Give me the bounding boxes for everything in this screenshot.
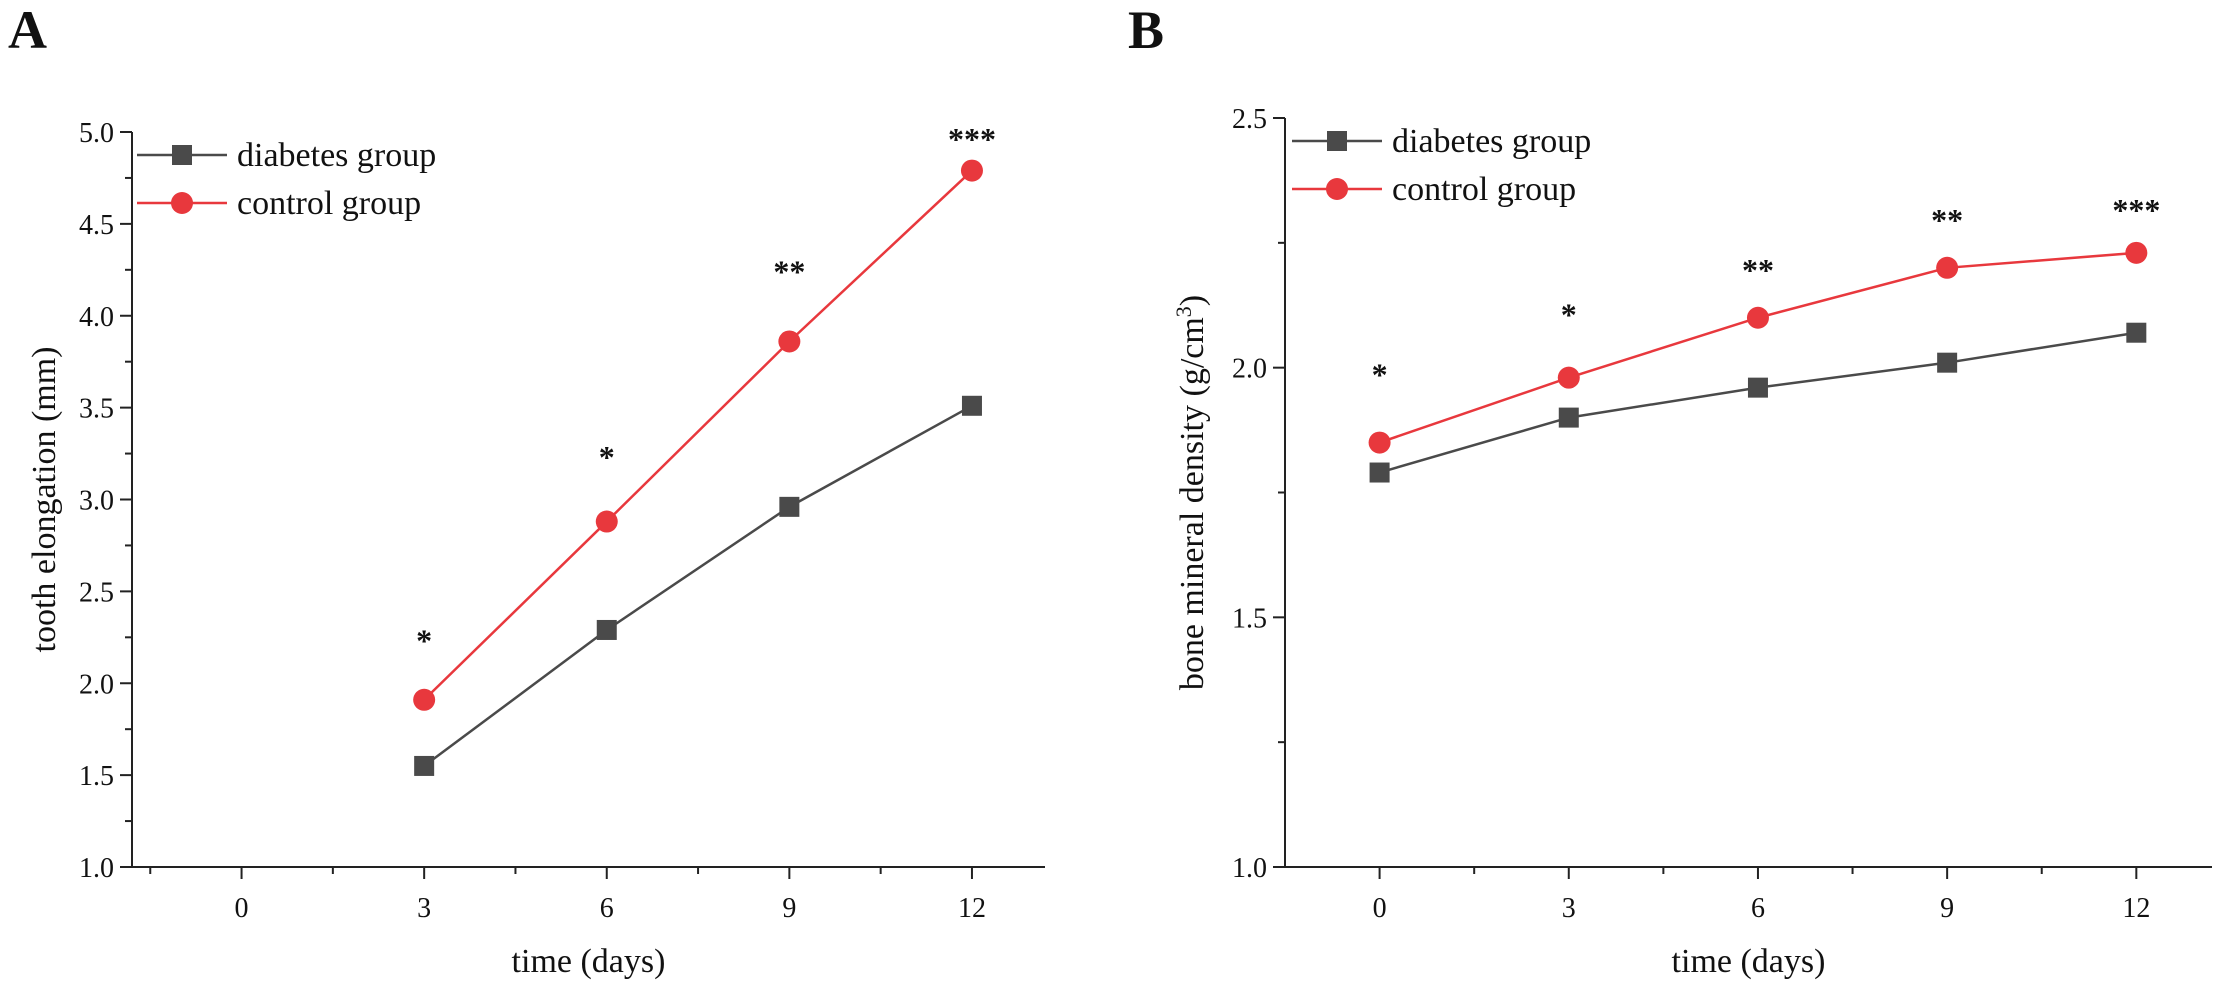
x-tick-label: 0	[235, 893, 249, 924]
data-point-control	[413, 688, 436, 711]
x-tick-label: 9	[782, 893, 796, 924]
x-tick-label: 12	[958, 893, 986, 924]
x-tick-label: 3	[1562, 893, 1576, 924]
legend-label: control group	[1392, 171, 1576, 208]
data-point-control	[1746, 306, 1769, 329]
legend-marker-square	[172, 145, 192, 165]
significance-label: *	[599, 439, 615, 475]
significance-label: ***	[2112, 192, 2160, 228]
panel-letter: A	[8, 0, 47, 60]
y-tick-label: 3.5	[79, 394, 114, 425]
legend-label: diabetes group	[1392, 123, 1591, 160]
y-tick-label: 1.5	[1232, 603, 1267, 634]
legend-marker-circle	[171, 192, 193, 214]
significance-label: **	[1742, 252, 1774, 288]
y-tick-label: 2.5	[79, 577, 114, 608]
y-tick-label: 1.0	[1232, 853, 1267, 884]
x-tick-label: 9	[1940, 893, 1954, 924]
x-tick-label: 0	[1373, 893, 1387, 924]
data-point-diabetes	[1369, 462, 1390, 483]
data-point-control	[2125, 241, 2148, 264]
y-tick-label: 2.5	[1232, 104, 1267, 135]
y-tick-label: 2.0	[79, 669, 114, 700]
x-tick-label: 12	[2122, 893, 2150, 924]
data-point-diabetes	[2126, 322, 2147, 343]
x-tick-label: 6	[600, 893, 614, 924]
legend-marker-square	[1327, 131, 1347, 151]
data-point-diabetes	[961, 395, 982, 416]
x-axis-title: time (days)	[1672, 943, 1826, 980]
data-point-control	[960, 159, 983, 182]
data-point-diabetes	[1747, 377, 1768, 398]
data-point-control	[1557, 366, 1580, 389]
legend-label: control group	[237, 185, 421, 222]
panel-a-chart: A 1.0 1.5 2.0 2.5 3.0 3.5 4.0 4.5 5.0 0 3 6 9 12 time (…	[8, 0, 1045, 980]
significance-label: *	[1561, 297, 1577, 333]
significance-label: **	[1931, 202, 1963, 238]
data-point-diabetes	[414, 755, 435, 776]
data-point-control	[1936, 256, 1959, 279]
data-point-diabetes	[1558, 407, 1579, 428]
data-point-control	[778, 330, 801, 353]
y-tick-label: 5.0	[79, 118, 114, 149]
x-tick-label: 6	[1751, 893, 1765, 924]
legend-marker-circle	[1326, 178, 1348, 200]
data-point-diabetes	[596, 619, 617, 640]
y-tick-label: 4.0	[79, 302, 114, 333]
panel-letter: B	[1128, 0, 1164, 60]
x-tick-label: 3	[417, 893, 431, 924]
y-axis-title: tooth elongation (mm)	[26, 347, 63, 653]
y-axis-title: bone mineral density (g/cm3)	[1171, 295, 1211, 690]
significance-label: *	[1372, 357, 1388, 393]
series-line-diabetes	[423, 404, 973, 767]
y-tick-label: 4.5	[79, 210, 114, 241]
data-point-diabetes	[779, 496, 800, 517]
significance-label: *	[416, 623, 432, 659]
data-point-diabetes	[1937, 352, 1958, 373]
y-tick-label: 3.0	[79, 486, 114, 517]
legend-label: diabetes group	[237, 137, 436, 174]
panel-b-chart: B 1.0 1.5 2.0 2.5 0 3 6 9 12 time (days) bone miner…	[1128, 0, 2212, 980]
y-tick-label: 2.0	[1232, 354, 1267, 385]
significance-label: **	[773, 253, 805, 289]
data-point-control	[1368, 431, 1391, 454]
significance-label: ***	[948, 121, 996, 157]
x-axis-title: time (days)	[512, 943, 666, 980]
series-line-control	[423, 169, 973, 701]
y-tick-label: 1.5	[79, 761, 114, 792]
data-point-control	[595, 510, 618, 533]
y-tick-label: 1.0	[79, 853, 114, 884]
